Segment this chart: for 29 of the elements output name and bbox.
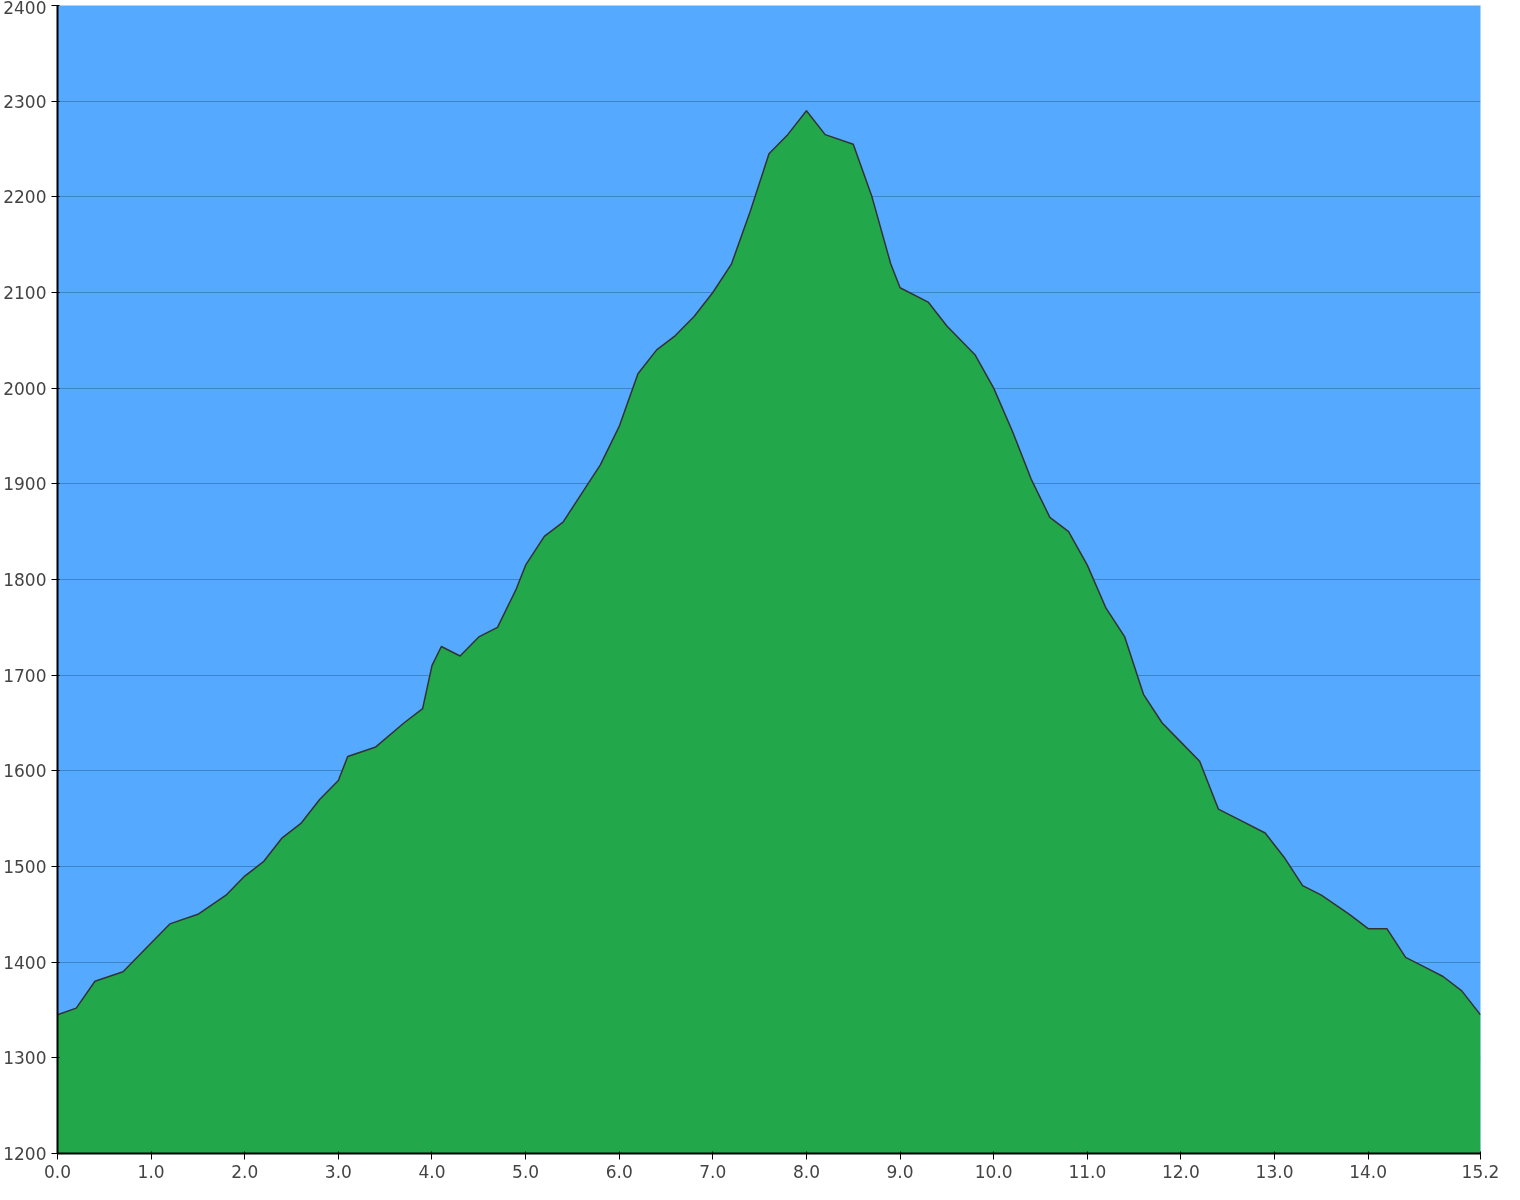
x-tick-label: 7.0: [699, 1161, 727, 1182]
x-tick-label: 2.0: [231, 1161, 259, 1182]
y-tick-label: 1400: [3, 952, 47, 973]
x-tick-label: 0.0: [43, 1161, 72, 1182]
x-tick-label: 11.0: [1068, 1161, 1107, 1182]
x-tick-label: 12.0: [1162, 1161, 1200, 1182]
x-tick-label: 3.0: [324, 1161, 352, 1182]
y-tick-label: 2400: [3, 0, 47, 18]
y-tick-label: 2000: [3, 378, 47, 399]
x-tick-label: 9.0: [886, 1161, 914, 1182]
y-tick-label: 1900: [3, 474, 47, 495]
y-tick-label: 1300: [3, 1048, 47, 1069]
y-tick-label: 1700: [3, 665, 47, 686]
x-tick-label: 1.0: [137, 1161, 165, 1182]
x-tick-label: 13.0: [1255, 1161, 1294, 1182]
y-tick-label: 2200: [3, 187, 47, 208]
x-tick-label: 14.0: [1349, 1161, 1388, 1182]
y-tick-label: 1500: [3, 857, 47, 877]
x-tick-label: 6.0: [605, 1161, 633, 1182]
y-tick-label: 1600: [3, 761, 47, 782]
x-tick-label: 8.0: [792, 1161, 820, 1182]
y-tick-label: 2300: [3, 91, 47, 112]
x-tick-label: 10.0: [974, 1161, 1013, 1182]
y-tick-label: 1200: [3, 1144, 47, 1164]
x-tick-label: 15.2: [1461, 1161, 1500, 1182]
x-tick-label: 4.0: [418, 1161, 446, 1182]
y-tick-label: 2100: [3, 283, 47, 303]
y-tick-label: 1800: [3, 570, 47, 590]
x-tick-label: 5.0: [512, 1161, 540, 1182]
